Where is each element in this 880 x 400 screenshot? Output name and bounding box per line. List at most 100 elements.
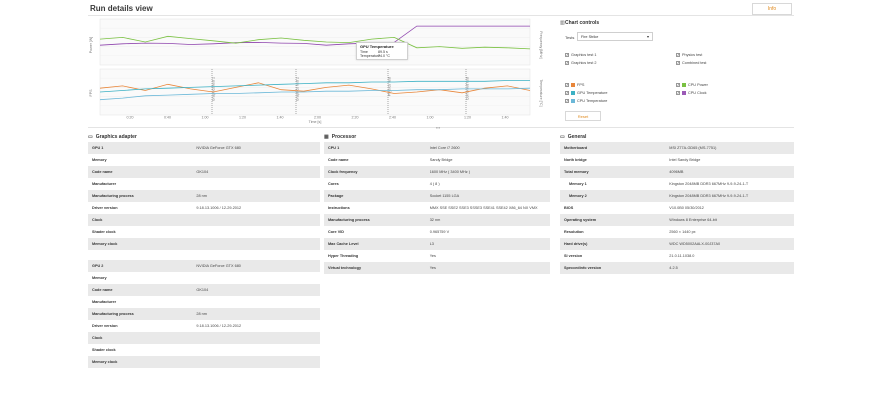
row-key: Driver version — [88, 202, 193, 214]
resize-handle-icon[interactable]: ▪▪▪ — [436, 125, 441, 130]
top-left-ylabel: Power [W] — [89, 37, 93, 54]
row-value: Sandy Bridge — [425, 154, 550, 166]
row-value: 9.18.13.1006 / 12-29-2012 — [192, 202, 320, 214]
row-key: Virtual technology — [324, 262, 426, 274]
tooltip-key: Temperature — [360, 54, 381, 59]
checkbox-label: Graphics test 2 — [571, 61, 597, 65]
gpu1-table: GPU 1 NVIDIA GeForce GTX 680 Memory Code na… — [88, 142, 320, 250]
checkbox-physics-test[interactable]: ✓ Physics test — [676, 53, 702, 57]
row-value: 32 nm — [425, 214, 550, 226]
checkbox-label: Combined test — [682, 61, 707, 65]
check-icon: ✓ — [676, 61, 680, 65]
row-key: Hard drive(s) — [560, 238, 666, 250]
divider — [88, 127, 794, 128]
table-row: Manufacturing process 32 nm — [324, 214, 550, 226]
table-row: Manufacturing process 28 nm — [88, 308, 320, 320]
x-tick-label: 1:40 — [277, 116, 284, 120]
row-key: Memory — [88, 272, 193, 284]
row-key: Clock — [88, 214, 193, 226]
row-value — [192, 226, 320, 238]
x-tick-label: 1:20 — [464, 116, 471, 120]
page-title: Run details view — [90, 4, 153, 13]
table-row: Code name Sandy Bridge — [324, 154, 550, 166]
row-key: Hyper Threading — [324, 250, 426, 262]
checkbox-combined-test[interactable]: ✓ Combined test — [676, 61, 706, 65]
table-row: Manufacturer — [88, 296, 320, 308]
table-row: Hard drive(s) WDC WD5002AALX-00J37A0 — [560, 238, 794, 250]
checkbox-cpu-temperature[interactable]: ✓ CPU Temperature — [565, 99, 607, 103]
row-key: Resolution — [560, 226, 666, 238]
x-tick-label: 0:40 — [164, 116, 171, 120]
row-key: Manufacturing process — [88, 308, 193, 320]
checkbox-graphics-test-1[interactable]: ✓ Graphics test 1 — [565, 53, 597, 57]
table-row: Memory — [88, 272, 320, 284]
test-marker-label: Graphics test 1 — [212, 77, 216, 101]
row-key: Memory — [88, 154, 193, 166]
row-key: Clock frequency — [324, 166, 426, 178]
row-key: Max Cache Level — [324, 238, 426, 250]
x-tick-label: 0:20 — [127, 116, 134, 120]
row-key: Motherboard — [560, 142, 666, 154]
chevron-down-icon: ▾ — [646, 34, 649, 39]
checkbox-gpu-temperature[interactable]: ✓ GPU Temperature — [565, 91, 608, 95]
checkbox-graphics-test-2[interactable]: ✓ Graphics test 2 — [565, 61, 597, 65]
row-key: BIOS — [560, 202, 666, 214]
checkbox-fps[interactable]: ✓ FPS — [565, 83, 584, 87]
chart-controls-title: Chart controls — [565, 20, 600, 26]
row-key: GPU 2 — [88, 260, 193, 272]
info-button[interactable]: Info — [752, 3, 792, 15]
x-tick-label: 1:00 — [202, 116, 209, 120]
tests-select[interactable]: Fire Strike ▾ — [577, 32, 653, 41]
checkbox-cpu-clock[interactable]: ✓ CPU Clock — [676, 91, 707, 95]
top-plot-area — [99, 18, 531, 66]
table-row: Memory clock — [88, 356, 320, 368]
table-row: Memory clock — [88, 238, 320, 250]
table-row: Motherboard MSI Z77A-GD65 (MS-7751) — [560, 142, 794, 154]
table-row: Memory — [88, 154, 320, 166]
table-row: Code name GK104 — [88, 284, 320, 296]
row-value: NVIDIA GeForce GTX 680 — [192, 260, 320, 272]
checkbox-cpu-power[interactable]: ✓ CPU Power — [676, 83, 708, 87]
table-row: Memory 2 Kingston 2048MB DDR3 667MHz 9-9-… — [560, 190, 794, 202]
chip-icon: ▦ — [324, 134, 329, 140]
table-row: BIOS V10.0B0 05/30/2012 — [560, 202, 794, 214]
row-key: Code name — [88, 166, 193, 178]
row-value — [192, 238, 320, 250]
general-header: ▭ General — [560, 132, 794, 142]
row-value — [192, 272, 320, 284]
tooltip-key: Time — [360, 50, 368, 54]
row-key: Package — [324, 190, 426, 202]
table-row: GPU 1 NVIDIA GeForce GTX 680 — [88, 142, 320, 154]
row-key: SI version — [560, 250, 666, 262]
table-row: Max Cache Level L3 — [324, 238, 550, 250]
tooltip-value: 89.5 s — [378, 50, 388, 54]
table-row: SI version 21.0.11.1038.0 — [560, 250, 794, 262]
row-key: Driver version — [88, 320, 193, 332]
run-chart[interactable]: Graphics test 1 Graphics test 2 Physics te… — [88, 17, 548, 125]
table-row: Shader clock — [88, 226, 320, 238]
row-key: Shader clock — [88, 226, 193, 238]
table-row: Cores 4 ( 8 ) — [324, 178, 550, 190]
row-value: 28 nm — [192, 190, 320, 202]
row-key: Core VID — [324, 226, 426, 238]
series-line-gpu-clock — [99, 25, 530, 46]
series-line-cpu-power — [99, 35, 531, 50]
reset-button[interactable]: Reset — [565, 111, 601, 121]
row-value — [192, 178, 320, 190]
row-value: Yes — [425, 262, 550, 274]
row-value: 1600 MHz ( 3400 MHz ) — [425, 166, 550, 178]
table-row: CPU 1 Intel Core i7 2600 — [324, 142, 550, 154]
row-value: WDC WD5002AALX-00J37A0 — [665, 238, 794, 250]
test-marker-label: Graphics test 2 — [296, 77, 300, 101]
header: Run details view Info — [88, 3, 794, 17]
row-key: CPU 1 — [324, 142, 426, 154]
tooltip-row: Time 89.5 s — [360, 50, 404, 54]
test-marker-label: Physics test — [388, 77, 392, 96]
processor-panel: ▦ Processor CPU 1 Intel Core i7 2600 Code … — [324, 132, 550, 274]
row-key: Memory clock — [88, 356, 193, 368]
swatch-gpu-temperature — [571, 91, 575, 95]
series-line-cpu-temperature — [99, 87, 531, 101]
row-value — [192, 344, 320, 356]
row-value — [192, 356, 320, 368]
row-value — [192, 332, 320, 344]
